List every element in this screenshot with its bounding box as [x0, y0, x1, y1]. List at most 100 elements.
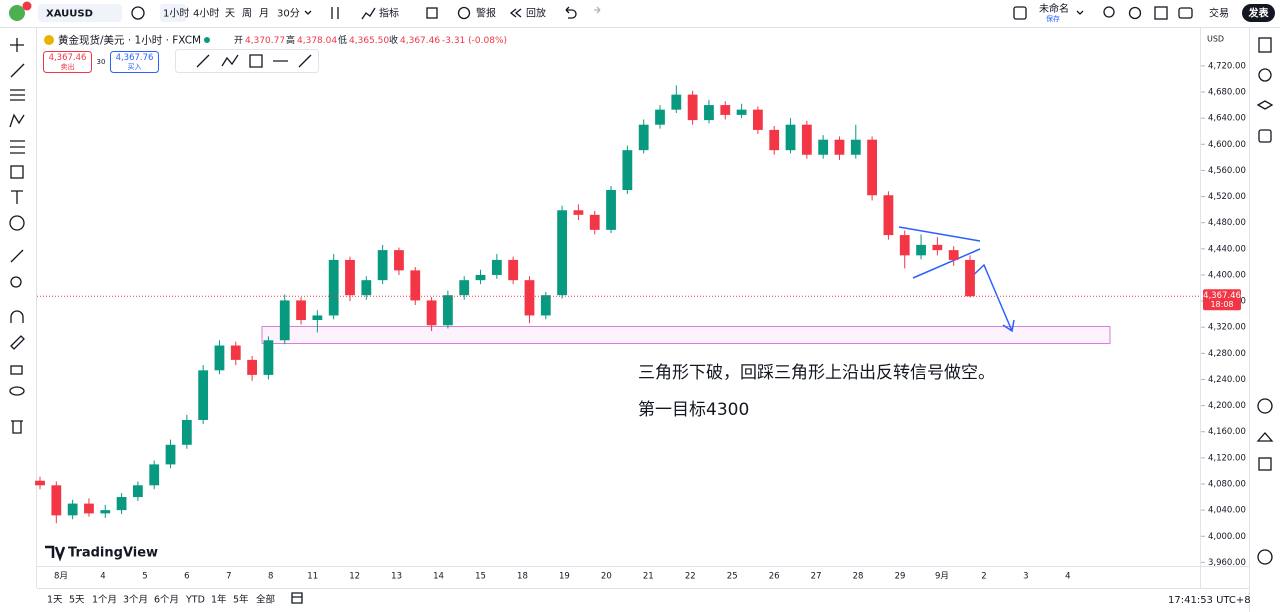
candle-body: [475, 274, 486, 281]
alert-button[interactable]: 警报: [476, 7, 496, 20]
add-symbol-icon[interactable]: [131, 6, 145, 20]
help-icon[interactable]: [1257, 549, 1273, 565]
watchlist-icon[interactable]: [1258, 37, 1272, 53]
candle-body: [671, 94, 682, 110]
interval[interactable]: 30分: [277, 8, 300, 20]
interval[interactable]: 月: [259, 8, 269, 20]
symbol-box[interactable]: [38, 4, 122, 22]
drawing-toolbar: [175, 49, 319, 73]
x-tick-label: 15: [475, 572, 486, 582]
hide-tool[interactable]: [9, 386, 25, 396]
alerts-icon[interactable]: [1258, 68, 1272, 82]
range-button[interactable]: 1天: [47, 595, 63, 606]
range-button[interactable]: YTD: [185, 595, 205, 606]
fib-tool[interactable]: [10, 89, 25, 101]
drawing-tools: [9, 38, 25, 434]
date-range-icon[interactable]: [291, 592, 303, 604]
ideas-icon[interactable]: [1257, 398, 1273, 414]
pattern-tool[interactable]: [9, 113, 25, 128]
x-tick-label: 14: [433, 572, 444, 582]
buy-button[interactable]: [110, 51, 159, 73]
range-button[interactable]: 1个月: [92, 595, 117, 606]
layout-icon[interactable]: [1013, 6, 1027, 20]
ohlc-value: 4,370.77: [245, 36, 285, 46]
lock-tool[interactable]: [10, 365, 23, 375]
y-tick-label: 4,720.00: [1208, 61, 1246, 71]
trade-button[interactable]: 交易: [1209, 7, 1229, 20]
candle-body: [704, 105, 714, 121]
search-icon[interactable]: [1103, 6, 1115, 18]
data-window-icon[interactable]: [1256, 100, 1274, 110]
chart-type-icon[interactable]: [331, 7, 339, 19]
indicator-icon[interactable]: [361, 7, 376, 20]
fullscreen-icon[interactable]: [1154, 6, 1168, 20]
candle-body: [834, 139, 845, 155]
delete-tool[interactable]: [11, 420, 23, 434]
settings-icon[interactable]: [1128, 6, 1142, 20]
templates-icon[interactable]: [426, 7, 438, 19]
text-tool[interactable]: [11, 190, 23, 204]
range-button[interactable]: 3个月: [123, 595, 148, 606]
spread: 30: [97, 58, 106, 66]
interval[interactable]: 4小时: [193, 8, 219, 20]
x-tick-label: 12: [349, 572, 360, 582]
alert-icon[interactable]: [457, 6, 471, 20]
shape-tool[interactable]: [10, 165, 24, 179]
active-interval: [160, 4, 186, 22]
sell-button[interactable]: [43, 51, 92, 73]
stay-drawing-tool[interactable]: [10, 335, 25, 350]
annotation-text: 三角形下破，回踩三角形上沿出反转信号做空。: [638, 363, 995, 383]
interval[interactable]: 1小时: [163, 8, 189, 20]
sell-label: 卖出: [61, 62, 75, 71]
candle-body: [377, 250, 388, 281]
sell-price: 4,367.46: [49, 53, 87, 63]
layout-name[interactable]: 未命名: [1039, 2, 1069, 15]
redo-icon[interactable]: [594, 6, 601, 14]
range-button[interactable]: 6个月: [154, 595, 179, 606]
trendline-tool[interactable]: [10, 63, 25, 78]
zoom-tool[interactable]: [10, 276, 22, 288]
candle-body: [133, 485, 143, 498]
replay-button[interactable]: 回放: [526, 7, 546, 20]
x-tick-label: 8月: [54, 572, 68, 582]
crosshair-tool[interactable]: [10, 38, 24, 52]
interval[interactable]: 周: [242, 8, 252, 20]
x-tick-label: 29: [895, 572, 906, 582]
interval[interactable]: 天: [225, 9, 235, 20]
candle-body: [687, 94, 698, 121]
chat-icon[interactable]: [1258, 129, 1272, 143]
dropdown-icon[interactable]: [304, 10, 312, 15]
range-button[interactable]: 5天: [69, 595, 85, 606]
dropdown-icon[interactable]: [1076, 10, 1084, 15]
replay-icon[interactable]: [509, 8, 522, 18]
emoji-tool[interactable]: [9, 215, 25, 231]
x-tick-label: 6: [184, 572, 189, 582]
avatar[interactable]: [9, 5, 25, 21]
candle-body: [263, 340, 274, 375]
y-tick-label: 4,040.00: [1208, 506, 1246, 516]
range-button[interactable]: 全部: [256, 594, 275, 606]
snapshot-icon[interactable]: [1178, 7, 1193, 19]
y-tick-label: 4,640.00: [1208, 114, 1246, 124]
x-tick-label: 19: [559, 572, 570, 582]
forecast-tool[interactable]: [10, 140, 25, 154]
candle-body: [345, 259, 355, 296]
countdown: 18:08: [1210, 300, 1233, 309]
currency[interactable]: USD: [1207, 35, 1224, 44]
x-tick-label: 28: [853, 572, 864, 582]
candle-body: [589, 214, 600, 230]
magnet-tool[interactable]: [10, 310, 24, 323]
indicators-button[interactable]: 指标: [379, 7, 399, 20]
y-tick-label: 4,160.00: [1208, 427, 1246, 437]
undo-icon[interactable]: [565, 6, 577, 19]
publish-box[interactable]: [1242, 4, 1275, 22]
range-button[interactable]: 5年: [233, 594, 249, 606]
streams-icon[interactable]: [1256, 432, 1274, 442]
drawing-toolbar-icons[interactable]: [196, 54, 312, 68]
calendar-icon[interactable]: [1258, 457, 1272, 471]
range-button[interactable]: 1年: [211, 594, 227, 606]
measure-tool[interactable]: [10, 249, 24, 263]
x-tick-label: 9月: [935, 572, 949, 582]
y-tick-label: 4,000.00: [1208, 532, 1246, 542]
